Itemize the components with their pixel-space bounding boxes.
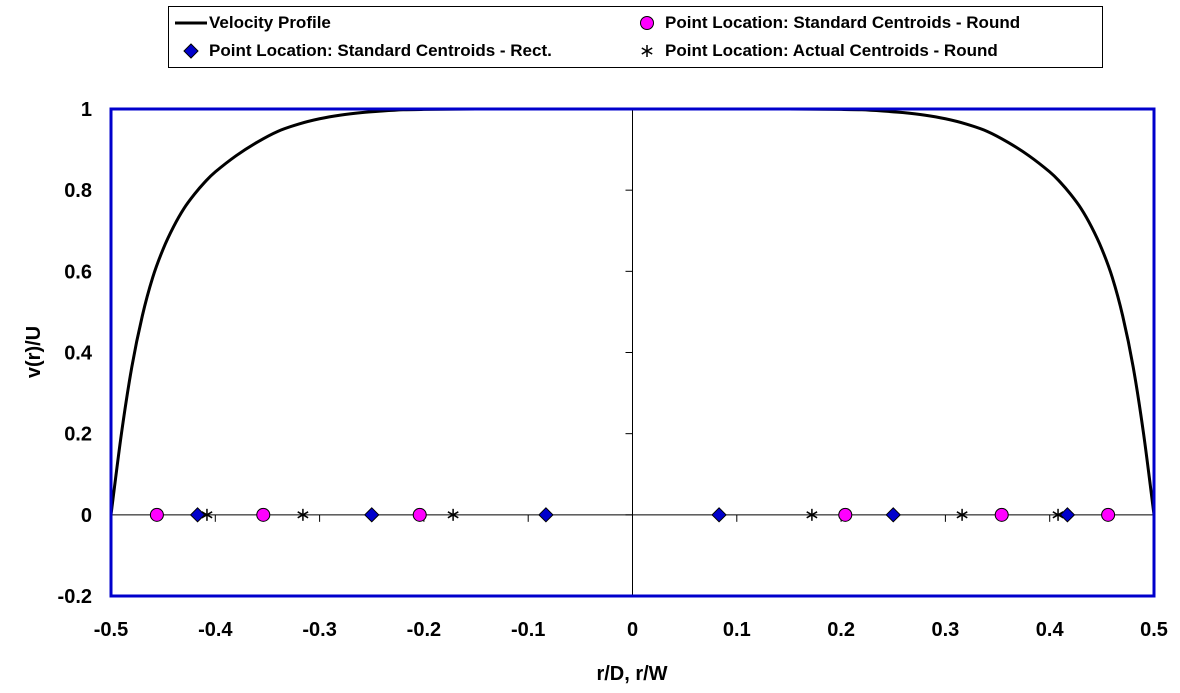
round-centroid-point [412, 507, 427, 522]
y-tick-label: -0.2 [58, 586, 92, 608]
actual-centroid-point [297, 508, 309, 521]
legend-asterisk-symbol [629, 41, 665, 61]
actual-centroid-point [447, 508, 459, 521]
x-tick-label: 0.5 [1140, 619, 1168, 641]
round-centroid-point [256, 507, 271, 522]
x-axis-title: r/D, r/W [596, 663, 667, 685]
legend-item-actual: Point Location: Actual Centroids - Round [629, 41, 998, 61]
y-tick-label: 0.8 [64, 180, 92, 202]
legend-diamond-symbol [173, 41, 209, 61]
axes-layer: -0.5 -0.4 -0.3 -0.2 -0.1 0 0.1 0.2 0.3 0.4 0.5 -0.2… [58, 99, 1168, 641]
y-axis-title: v(r)/U [23, 326, 45, 378]
y-tick-label: 0.6 [64, 261, 92, 283]
legend-label-velocity-profile: Velocity Profile [209, 13, 331, 32]
y-tick-label: 0 [81, 505, 92, 527]
legend-circle-symbol [629, 13, 665, 33]
x-tick-label: 0.4 [1036, 619, 1065, 641]
actual-centroid-point [201, 508, 213, 521]
y-tick-label: 1 [81, 99, 92, 121]
x-tick-label: -0.1 [511, 619, 545, 641]
x-tick-label: 0.2 [827, 619, 855, 641]
x-tick-label: 0.3 [931, 619, 959, 641]
legend-label-rect: Point Location: Standard Centroids - Rec… [209, 41, 552, 60]
actual-centroid-point [956, 508, 968, 521]
x-tick-label: -0.4 [198, 619, 233, 641]
rect-centroid-point [885, 507, 901, 523]
round-centroid-point [149, 507, 164, 522]
legend-label-actual: Point Location: Actual Centroids - Round [665, 41, 998, 60]
rect-centroid-point [364, 507, 380, 523]
legend-line-symbol [173, 13, 209, 33]
plot-area-border [109, 107, 1156, 598]
y-tick-label: 0.4 [64, 343, 93, 365]
actual-centroid-point [1052, 508, 1064, 521]
rect-centroid-point [1059, 507, 1076, 523]
x-tick-label: -0.3 [302, 619, 336, 641]
round-centroid-point [838, 507, 853, 522]
legend-label-round: Point Location: Standard Centroids - Rou… [665, 13, 1021, 32]
chart-legend: Velocity Profile Point Location: Standar… [168, 6, 1103, 68]
y-tick-label: 0.2 [64, 424, 92, 446]
legend-item-velocity-profile: Velocity Profile [173, 13, 331, 33]
legend-item-rect: Point Location: Standard Centroids - Rec… [173, 41, 552, 61]
x-tick-label: -0.5 [94, 619, 128, 641]
x-tick-label: 0.1 [723, 619, 751, 641]
round-centroid-point [994, 507, 1009, 522]
legend-item-round: Point Location: Standard Centroids - Rou… [629, 13, 1020, 33]
x-tick-label: -0.2 [407, 619, 441, 641]
rect-centroid-point [538, 507, 554, 523]
round-centroid-point [1101, 507, 1116, 522]
rect-centroid-point [189, 507, 206, 523]
actual-centroid-point [806, 508, 818, 521]
x-tick-label: 0 [627, 619, 638, 641]
rect-centroid-point [711, 507, 727, 523]
